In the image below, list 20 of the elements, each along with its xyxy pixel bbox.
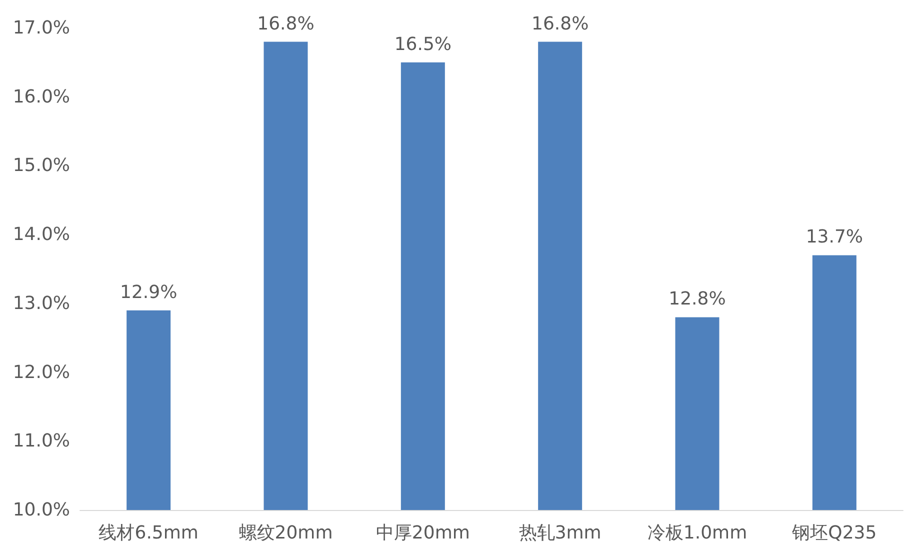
y-tick-label: 15.0% bbox=[12, 155, 70, 176]
x-tick-label: 冷板1.0mm bbox=[647, 522, 748, 544]
x-tick-label: 热轧3mm bbox=[518, 522, 602, 544]
x-tick-label: 螺纹20mm bbox=[238, 522, 333, 544]
y-tick-label: 14.0% bbox=[12, 224, 70, 246]
y-tick-label: 12.0% bbox=[12, 362, 70, 383]
data-label: 16.5% bbox=[394, 34, 452, 55]
y-tick-label: 11.0% bbox=[12, 430, 70, 452]
data-label: 13.7% bbox=[806, 226, 864, 248]
data-label: 12.9% bbox=[120, 282, 178, 303]
y-tick-label: 13.0% bbox=[12, 292, 70, 314]
x-tick-label: 线材6.5mm bbox=[98, 522, 198, 544]
data-label: 12.8% bbox=[668, 288, 726, 310]
y-tick-label: 17.0% bbox=[12, 18, 70, 38]
x-tick-label: 中厚20mm bbox=[376, 522, 470, 544]
y-tick-label: 10.0% bbox=[12, 500, 70, 520]
x-tick-label: 钢坯Q235 bbox=[791, 522, 877, 544]
y-tick-label: 16.0% bbox=[12, 86, 70, 108]
data-label: 16.8% bbox=[257, 13, 314, 34]
data-label: 16.8% bbox=[531, 13, 589, 34]
